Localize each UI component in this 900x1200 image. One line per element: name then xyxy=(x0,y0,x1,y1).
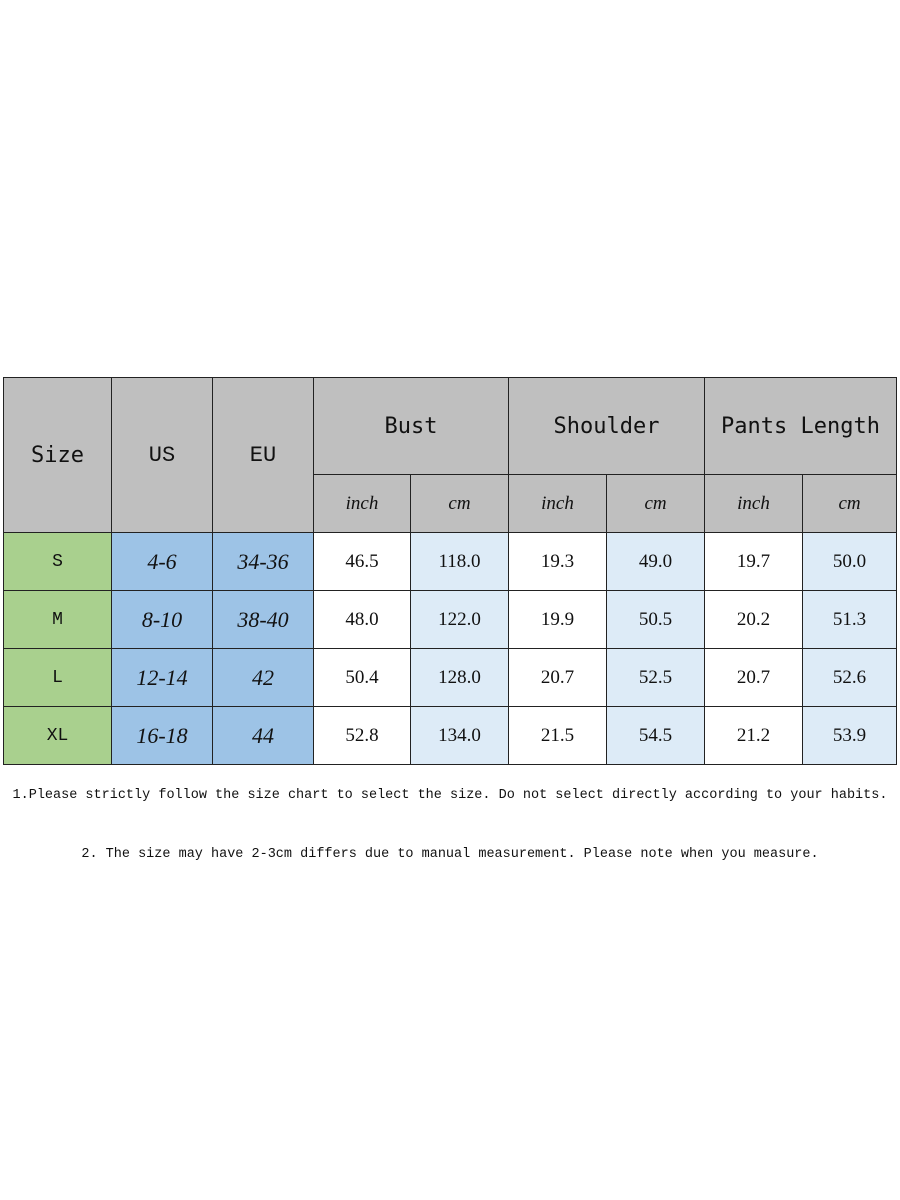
table-row: L 12-14 42 50.4 128.0 20.7 52.5 20.7 52.6 xyxy=(3,648,898,707)
inch-cell: 46.5 xyxy=(313,532,411,591)
header-bust: Bust xyxy=(312,377,510,475)
us-cell: 4-6 xyxy=(111,532,213,591)
cm-cell: 134.0 xyxy=(409,706,510,765)
header-shoulder: Shoulder xyxy=(508,377,706,475)
note-2: 2. The size may have 2-3cm differs due t… xyxy=(81,847,819,862)
size-cell: XL xyxy=(3,706,112,765)
inch-cell: 20.7 xyxy=(704,648,804,707)
cm-cell: 52.5 xyxy=(606,648,706,707)
unit-header: cm xyxy=(802,474,898,533)
cm-cell: 118.0 xyxy=(409,532,510,591)
cm-cell: 122.0 xyxy=(409,590,510,649)
header-eu: EU xyxy=(212,377,314,533)
unit-header: inch xyxy=(508,474,608,533)
cm-cell: 54.5 xyxy=(606,706,706,765)
inch-cell: 48.0 xyxy=(313,590,411,649)
cm-cell: 49.0 xyxy=(606,532,706,591)
inch-cell: 19.3 xyxy=(508,532,608,591)
eu-cell: 44 xyxy=(212,706,314,765)
inch-cell: 19.7 xyxy=(704,532,804,591)
eu-cell: 38-40 xyxy=(212,590,314,649)
table-row: M 8-10 38-40 48.0 122.0 19.9 50.5 20.2 51.3 xyxy=(3,590,898,649)
inch-cell: 20.2 xyxy=(704,590,804,649)
cm-cell: 52.6 xyxy=(802,648,898,707)
table-row: XL 16-18 44 52.8 134.0 21.5 54.5 21.2 53.9 xyxy=(3,706,898,765)
unit-header: inch xyxy=(704,474,804,533)
header-size: Size xyxy=(3,377,112,533)
inch-cell: 20.7 xyxy=(508,648,608,707)
us-cell: 16-18 xyxy=(111,706,213,765)
inch-cell: 21.2 xyxy=(704,706,804,765)
unit-header: cm xyxy=(606,474,706,533)
inch-cell: 50.4 xyxy=(313,648,411,707)
cm-cell: 53.9 xyxy=(802,706,898,765)
us-cell: 8-10 xyxy=(111,590,213,649)
eu-cell: 42 xyxy=(212,648,314,707)
eu-cell: 34-36 xyxy=(212,532,314,591)
unit-header: inch xyxy=(313,474,411,533)
header-pants-length: Pants Length xyxy=(704,377,898,475)
inch-cell: 19.9 xyxy=(508,590,608,649)
cm-cell: 51.3 xyxy=(802,590,898,649)
header-us: US xyxy=(111,377,213,533)
note-1: 1.Please strictly follow the size chart … xyxy=(12,788,888,803)
inch-cell: 52.8 xyxy=(313,706,411,765)
size-cell: L xyxy=(3,648,112,707)
size-cell: S xyxy=(3,532,112,591)
cm-cell: 50.0 xyxy=(802,532,898,591)
cm-cell: 50.5 xyxy=(606,590,706,649)
unit-header: cm xyxy=(409,474,510,533)
cm-cell: 128.0 xyxy=(409,648,510,707)
size-cell: M xyxy=(3,590,112,649)
size-chart-table: Size US EU Bust Shoulder Pants Length in… xyxy=(3,377,898,765)
us-cell: 12-14 xyxy=(111,648,213,707)
table-row: S 4-6 34-36 46.5 118.0 19.3 49.0 19.7 50.0 xyxy=(3,532,898,591)
inch-cell: 21.5 xyxy=(508,706,608,765)
